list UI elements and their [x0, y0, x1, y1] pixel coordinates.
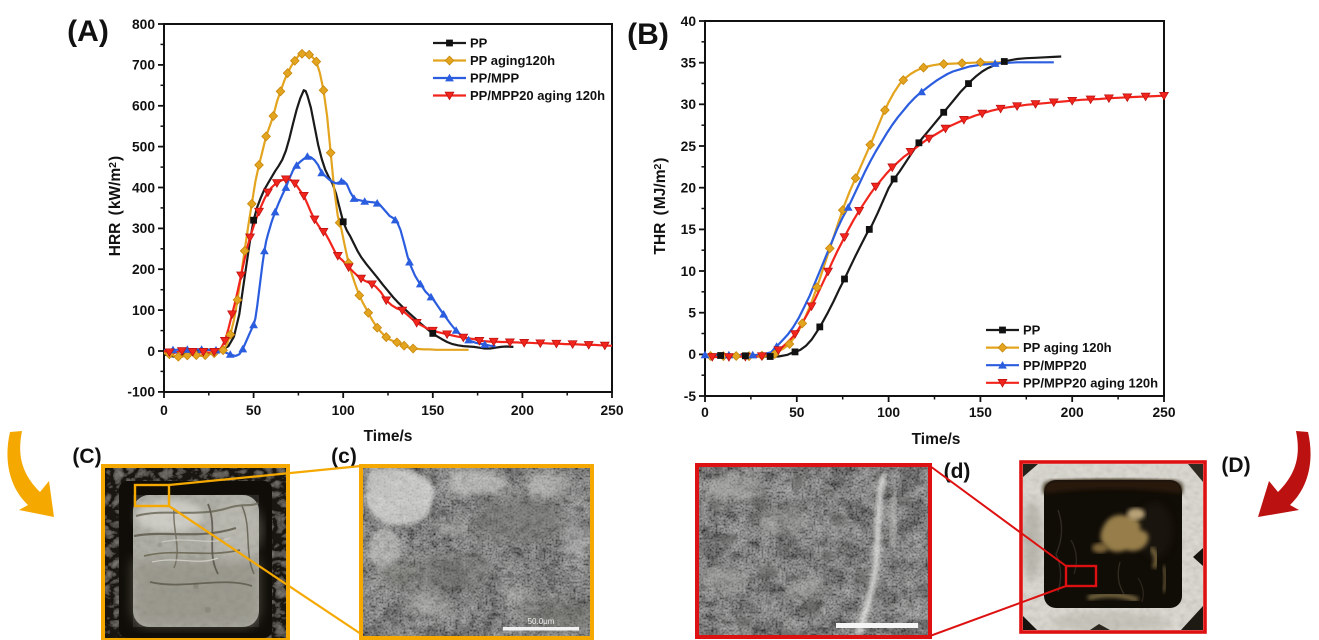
svg-text:100: 100	[877, 405, 900, 420]
svg-text:(A): (A)	[67, 15, 109, 48]
svg-text:500: 500	[132, 139, 155, 154]
svg-text:PP aging120h: PP aging120h	[470, 53, 555, 68]
svg-text:800: 800	[132, 17, 155, 32]
svg-text:100: 100	[332, 403, 355, 418]
svg-text:35: 35	[681, 56, 697, 71]
svg-text:50: 50	[246, 403, 262, 418]
svg-text:40: 40	[681, 14, 697, 29]
svg-text:(D): (D)	[1221, 454, 1250, 477]
svg-text:15: 15	[681, 222, 697, 237]
svg-text:PP/MPP20 aging 120h: PP/MPP20 aging 120h	[470, 88, 605, 103]
svg-text:20: 20	[681, 181, 697, 196]
svg-text:PP/MPP: PP/MPP	[470, 71, 519, 86]
svg-text:THR (MJ/m2): THR (MJ/m2)	[652, 158, 669, 255]
svg-text:PP: PP	[1023, 323, 1041, 338]
svg-text:250: 250	[600, 403, 623, 418]
svg-text:HRR (kW/m2): HRR (kW/m2)	[107, 156, 124, 256]
svg-text:-5: -5	[684, 389, 697, 404]
svg-text:150: 150	[421, 403, 444, 418]
svg-text:25: 25	[681, 139, 697, 154]
svg-text:Time/s: Time/s	[364, 428, 413, 445]
svg-text:200: 200	[132, 262, 155, 277]
svg-text:PP/MPP20: PP/MPP20	[1023, 358, 1087, 373]
svg-text:0: 0	[147, 344, 155, 359]
svg-text:PP/MPP20 aging 120h: PP/MPP20 aging 120h	[1023, 375, 1158, 390]
svg-text:100: 100	[132, 303, 155, 318]
svg-text:50.0μm: 50.0μm	[528, 617, 555, 626]
svg-text:30: 30	[681, 97, 697, 112]
svg-text:300: 300	[132, 221, 155, 236]
svg-text:(B): (B)	[627, 18, 669, 51]
svg-text:400: 400	[132, 180, 155, 195]
svg-text:0: 0	[160, 403, 168, 418]
svg-text:(d): (d)	[944, 460, 971, 483]
svg-text:200: 200	[511, 403, 534, 418]
svg-text:(C): (C)	[72, 445, 101, 468]
svg-text:-100: -100	[127, 385, 155, 400]
svg-text:700: 700	[132, 58, 155, 73]
svg-text:10: 10	[681, 264, 697, 279]
svg-text:200: 200	[1061, 405, 1084, 420]
svg-text:(c): (c)	[331, 445, 357, 468]
svg-text:250: 250	[1152, 405, 1175, 420]
svg-text:600: 600	[132, 99, 155, 114]
svg-text:PP aging 120h: PP aging 120h	[1023, 340, 1112, 355]
svg-text:Time/s: Time/s	[912, 431, 961, 448]
svg-text:50: 50	[789, 405, 805, 420]
svg-text:150: 150	[969, 405, 992, 420]
svg-text:0: 0	[688, 347, 696, 362]
svg-text:0: 0	[701, 405, 709, 420]
svg-text:5: 5	[688, 306, 696, 321]
svg-text:PP: PP	[470, 36, 488, 51]
